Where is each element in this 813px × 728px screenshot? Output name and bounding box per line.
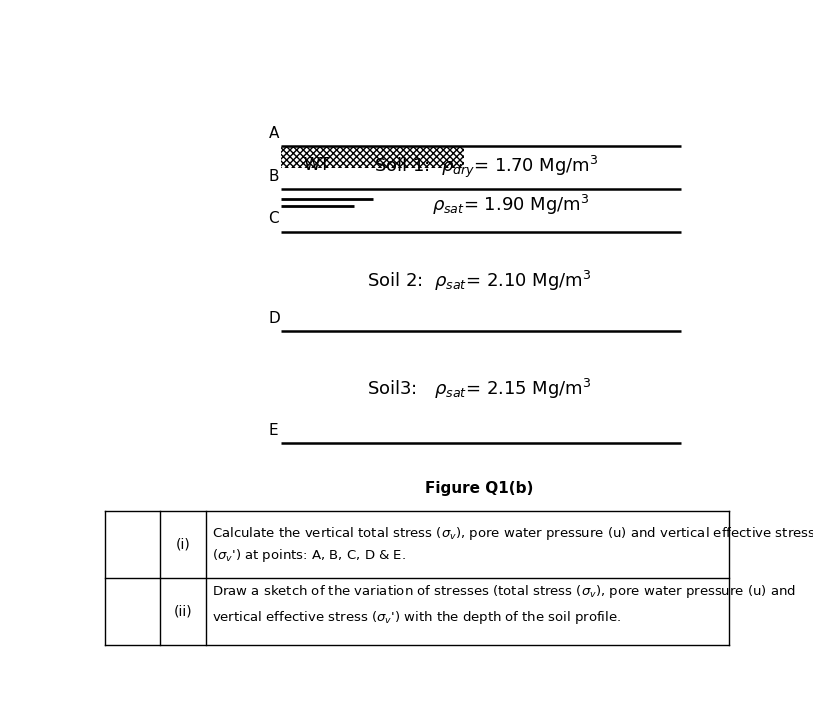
Text: Figure Q1(b): Figure Q1(b) — [425, 480, 534, 496]
Text: (ii): (ii) — [174, 604, 192, 619]
Text: (i): (i) — [176, 537, 190, 551]
Text: ($\sigma_v$') at points: A, B, C, D & E.: ($\sigma_v$') at points: A, B, C, D & E. — [212, 547, 406, 564]
Bar — [281, 146, 464, 167]
Text: Draw a sketch of the variation of stresses (total stress ($\sigma_v$), pore wate: Draw a sketch of the variation of stress… — [212, 583, 796, 601]
Text: Soil 2:  $\rho_{sat}$= 2.10 Mg/m$^{3}$: Soil 2: $\rho_{sat}$= 2.10 Mg/m$^{3}$ — [367, 269, 592, 293]
Text: Soil 1:  $\rho_{dry}$= 1.70 Mg/m$^{3}$: Soil 1: $\rho_{dry}$= 1.70 Mg/m$^{3}$ — [374, 154, 598, 180]
Text: WT: WT — [303, 156, 330, 174]
Text: B: B — [268, 169, 279, 183]
Text: C: C — [268, 211, 279, 226]
Text: D: D — [268, 311, 280, 325]
Text: Soil3:   $\rho_{sat}$= 2.15 Mg/m$^{3}$: Soil3: $\rho_{sat}$= 2.15 Mg/m$^{3}$ — [367, 377, 592, 401]
Text: vertical effective stress ($\sigma_v$') with the depth of the soil profile.: vertical effective stress ($\sigma_v$') … — [212, 609, 621, 625]
Text: A: A — [268, 126, 279, 141]
Text: $\rho_{sat}$= 1.90 Mg/m$^{3}$: $\rho_{sat}$= 1.90 Mg/m$^{3}$ — [433, 193, 590, 217]
Text: Calculate the vertical total stress ($\sigma_v$), pore water pressure (u) and ve: Calculate the vertical total stress ($\s… — [212, 524, 813, 542]
Text: E: E — [268, 423, 278, 438]
